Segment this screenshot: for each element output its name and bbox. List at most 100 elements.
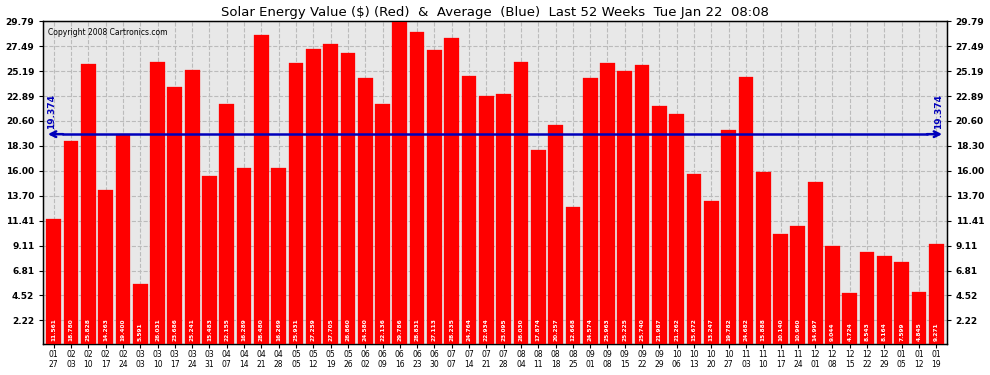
Bar	[825, 246, 840, 345]
Bar	[704, 201, 719, 345]
Bar	[202, 176, 217, 345]
Text: 25.740: 25.740	[640, 318, 644, 341]
Text: 22.155: 22.155	[225, 318, 230, 341]
Bar	[600, 63, 615, 345]
Text: 9.271: 9.271	[934, 322, 939, 341]
Text: 22.934: 22.934	[484, 318, 489, 341]
Bar	[877, 256, 892, 345]
Text: 16.289: 16.289	[242, 318, 247, 341]
Bar	[756, 172, 770, 345]
Text: 4.845: 4.845	[917, 322, 922, 341]
Bar	[410, 32, 425, 345]
Text: 25.241: 25.241	[190, 318, 195, 341]
Text: 12.668: 12.668	[570, 318, 575, 341]
Text: 28.480: 28.480	[258, 318, 264, 341]
Bar	[81, 64, 96, 345]
Text: 4.724: 4.724	[847, 322, 852, 341]
Text: 25.931: 25.931	[293, 318, 299, 341]
Bar	[445, 38, 459, 345]
Text: 25.225: 25.225	[623, 318, 628, 341]
Text: 11.561: 11.561	[51, 318, 56, 341]
Bar	[116, 134, 131, 345]
Bar	[514, 62, 529, 345]
Bar	[859, 252, 874, 345]
Bar	[133, 284, 148, 345]
Text: 19.400: 19.400	[121, 319, 126, 341]
Bar	[722, 130, 736, 345]
Bar	[773, 234, 788, 345]
Bar	[929, 244, 943, 345]
Bar	[635, 65, 649, 345]
Bar	[375, 104, 390, 345]
Text: 27.113: 27.113	[432, 318, 437, 341]
Bar	[790, 225, 805, 345]
Bar	[237, 168, 251, 345]
Bar	[185, 70, 200, 345]
Text: 14.263: 14.263	[103, 318, 108, 341]
Title: Solar Energy Value ($) (Red)  &  Average  (Blue)  Last 52 Weeks  Tue Jan 22  08:: Solar Energy Value ($) (Red) & Average (…	[221, 6, 769, 18]
Text: 28.235: 28.235	[449, 318, 454, 341]
Text: 18.780: 18.780	[68, 318, 73, 341]
Bar	[461, 76, 476, 345]
Text: 28.831: 28.831	[415, 318, 420, 341]
Text: 24.682: 24.682	[743, 318, 748, 341]
Bar	[392, 21, 407, 345]
Bar	[894, 262, 909, 345]
Text: 8.543: 8.543	[864, 322, 869, 341]
Bar	[150, 62, 165, 345]
Bar	[739, 76, 753, 345]
Text: 21.987: 21.987	[657, 318, 662, 341]
Text: 15.483: 15.483	[207, 318, 212, 341]
Text: 17.874: 17.874	[536, 318, 541, 341]
Bar	[357, 78, 372, 345]
Bar	[669, 114, 684, 345]
Bar	[808, 182, 823, 345]
Text: 15.672: 15.672	[691, 318, 697, 341]
Bar	[618, 70, 633, 345]
Text: 27.705: 27.705	[328, 318, 333, 341]
Bar	[98, 190, 113, 345]
Text: 22.136: 22.136	[380, 318, 385, 341]
Text: 10.960: 10.960	[795, 319, 800, 341]
Bar	[548, 124, 563, 345]
Text: 24.580: 24.580	[362, 318, 367, 341]
Bar	[63, 141, 78, 345]
Bar	[687, 174, 701, 345]
Bar	[583, 78, 598, 345]
Bar	[652, 106, 666, 345]
Text: 26.031: 26.031	[155, 318, 160, 341]
Bar	[479, 96, 494, 345]
Bar	[306, 49, 321, 345]
Bar	[220, 104, 234, 345]
Text: 15.888: 15.888	[760, 318, 765, 341]
Text: 10.140: 10.140	[778, 319, 783, 341]
Text: 20.257: 20.257	[553, 318, 558, 341]
Text: 7.599: 7.599	[899, 323, 904, 341]
Bar	[324, 44, 338, 345]
Text: 13.247: 13.247	[709, 318, 714, 341]
Bar	[565, 207, 580, 345]
Text: 16.269: 16.269	[276, 318, 281, 341]
Text: 27.259: 27.259	[311, 318, 316, 341]
Text: 26.860: 26.860	[346, 318, 350, 341]
Bar	[47, 219, 61, 345]
Text: 23.095: 23.095	[501, 319, 506, 341]
Text: 24.764: 24.764	[466, 318, 471, 341]
Bar	[842, 293, 857, 345]
Text: 21.262: 21.262	[674, 318, 679, 341]
Bar	[254, 35, 268, 345]
Bar	[289, 63, 303, 345]
Text: 8.164: 8.164	[882, 322, 887, 341]
Text: Copyright 2008 Cartronics.com: Copyright 2008 Cartronics.com	[48, 28, 167, 37]
Bar	[496, 94, 511, 345]
Text: 9.044: 9.044	[830, 323, 835, 341]
Text: 24.574: 24.574	[588, 318, 593, 341]
Text: 23.686: 23.686	[172, 318, 177, 341]
Text: 29.786: 29.786	[397, 318, 402, 341]
Bar	[531, 150, 545, 345]
Text: 19.374: 19.374	[47, 94, 55, 129]
Bar	[341, 53, 355, 345]
Text: 19.782: 19.782	[726, 318, 732, 341]
Bar	[427, 50, 442, 345]
Text: 25.828: 25.828	[86, 318, 91, 341]
